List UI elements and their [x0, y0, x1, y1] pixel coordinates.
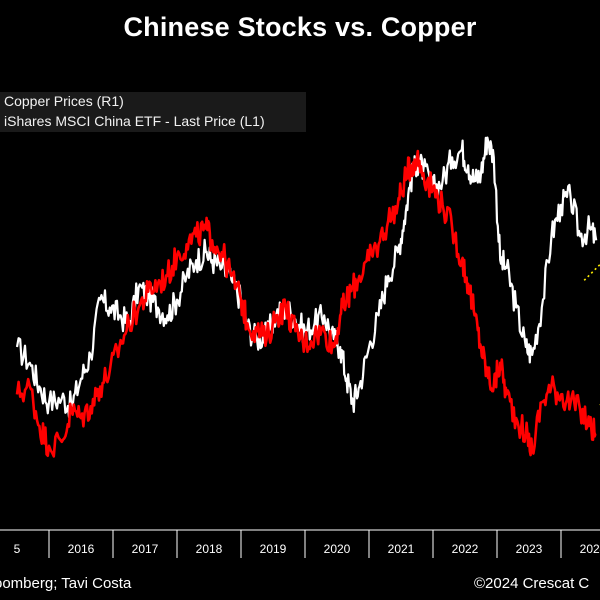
x-tick-label: 2019: [260, 542, 287, 556]
x-tick-label: 2017: [132, 542, 159, 556]
series-line-china-etf: [15, 149, 597, 458]
x-tick-label: 2024: [580, 542, 600, 556]
x-tick-label: 5: [14, 542, 21, 556]
legend-item-china-etf: iShares MSCI China ETF - Last Price (L1): [4, 113, 265, 129]
footer-copyright: ©2024 Crescat C: [474, 575, 590, 592]
x-tick-label: 2021: [388, 542, 415, 556]
x-tick-label: 2016: [68, 542, 95, 556]
x-tick-label: 2023: [516, 542, 543, 556]
trend-arrow-up: [583, 263, 600, 281]
x-tick-label: 2018: [196, 542, 223, 556]
chart-title: Chinese Stocks vs. Copper: [123, 12, 477, 42]
legend-item-copper: Copper Prices (R1): [4, 93, 124, 109]
footer-source: oomberg; Tavi Costa: [0, 575, 132, 592]
chart-legend: Copper Prices (R1) iShares MSCI China ET…: [0, 92, 306, 132]
x-tick-label: 2020: [324, 542, 351, 556]
x-tick-label: 2022: [452, 542, 479, 556]
